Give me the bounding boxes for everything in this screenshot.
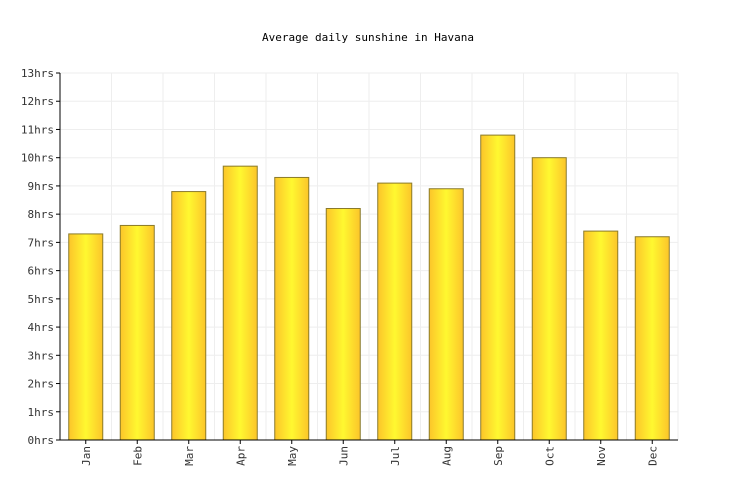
- x-tick-label: Sep: [492, 446, 505, 466]
- y-tick-label: 5hrs: [28, 293, 55, 306]
- y-tick-label: 12hrs: [21, 95, 54, 108]
- y-tick-label: 0hrs: [28, 434, 55, 447]
- bar-oct: [531, 157, 567, 441]
- y-tick-label: 9hrs: [28, 180, 55, 193]
- x-tick-label: Dec: [646, 446, 659, 466]
- bar-may: [274, 176, 310, 441]
- bars: [68, 134, 670, 441]
- grid-lines: [59, 72, 679, 441]
- y-tick-label: 11hrs: [21, 123, 54, 136]
- x-tick-label: Nov: [595, 446, 608, 466]
- chart-title: Average daily sunshine in Havana: [262, 31, 474, 44]
- y-tick-label: 2hrs: [28, 378, 55, 391]
- x-tick-label: Feb: [131, 446, 144, 466]
- y-axis-ticks: 0hrs 1hrs 2hrs 3hrs 4hrs 5hrs 6hrs 7hrs 8hrs 9hrs…: [21, 67, 60, 447]
- bar-feb: [119, 224, 155, 441]
- x-tick-label: Mar: [183, 446, 196, 466]
- x-tick-label: Apr: [234, 446, 247, 466]
- y-tick-label: 4hrs: [28, 321, 55, 334]
- y-tick-label: 7hrs: [28, 236, 55, 249]
- y-tick-label: 13hrs: [21, 67, 54, 80]
- y-tick-label: 3hrs: [28, 349, 55, 362]
- y-tick-label: 10hrs: [21, 152, 54, 165]
- bar-dec: [634, 236, 670, 441]
- x-tick-label: Oct: [543, 446, 556, 466]
- bar-jan: [68, 233, 104, 441]
- x-axis-ticks: Jan Feb Mar Apr May Jun Jul Aug Sep Oct Nov Dec: [80, 440, 659, 466]
- bar-apr: [222, 165, 258, 441]
- x-tick-label: Jul: [389, 446, 402, 466]
- y-tick-label: 6hrs: [28, 265, 55, 278]
- bar-sep: [480, 134, 516, 441]
- x-tick-label: Aug: [440, 446, 453, 466]
- x-tick-label: Jan: [80, 446, 93, 466]
- bar-jun: [325, 208, 361, 441]
- x-tick-label: Jun: [337, 446, 350, 466]
- bar-aug: [428, 188, 464, 441]
- bar-jul: [377, 182, 413, 441]
- bar-nov: [583, 230, 619, 441]
- x-tick-label: May: [286, 446, 299, 466]
- y-tick-label: 1hrs: [28, 406, 55, 419]
- bar-mar: [171, 191, 207, 441]
- y-tick-label: 8hrs: [28, 208, 55, 221]
